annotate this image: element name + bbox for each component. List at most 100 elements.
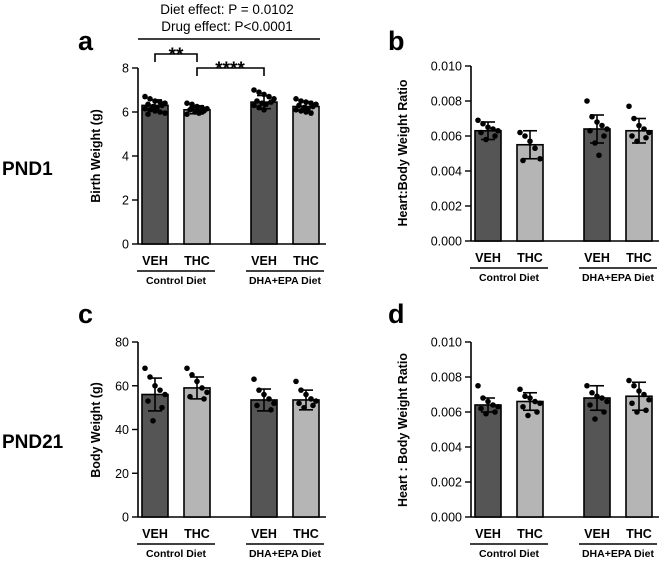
data-point [261,91,267,98]
data-point [296,102,302,109]
data-point [268,99,274,105]
panel-letter-d: d [388,299,405,329]
data-point [256,387,262,393]
data-point [145,111,151,117]
data-point [626,103,632,110]
bar-thc-control [183,109,211,245]
y-axis-label: Birth Weight (g) [89,109,103,203]
y-tick-label: 40 [115,423,129,437]
data-point [142,105,148,112]
data-point [152,108,158,114]
x-category-label: VEH [584,251,610,265]
y-tick-label: 0.006 [431,130,462,144]
x-category-label: THC [517,527,543,541]
x-category-label: VEH [142,527,168,541]
data-point [147,374,153,380]
data-point [483,410,489,417]
data-point [152,382,158,389]
x-category-label: THC [626,527,652,541]
data-point [303,391,309,398]
data-point [298,98,304,104]
data-point [636,388,642,394]
data-point [629,133,635,139]
data-point [475,382,481,389]
y-tick-label: 0.002 [431,476,462,490]
data-point [199,109,205,115]
data-point [293,107,299,113]
data-point [266,396,272,402]
data-point [480,395,486,401]
data-point [310,103,316,110]
data-point [142,365,148,372]
data-point [522,133,528,139]
y-tick-label: 0.010 [431,336,462,350]
data-point [587,127,593,134]
y-tick-label: 0.008 [431,95,462,109]
data-point [266,93,272,100]
data-point [184,111,190,117]
bar-thc-dha-epa [625,129,653,242]
data-point [596,152,602,159]
data-point [298,108,304,114]
data-point [525,412,531,419]
data-point [162,391,168,398]
data-point [150,417,156,424]
significance-stars-control: ** [169,45,184,66]
data-point [589,389,595,396]
data-point [634,138,640,145]
data-point [537,155,543,162]
data-point [532,398,538,405]
data-point [626,377,632,384]
data-point [599,395,605,401]
data-point [313,398,319,404]
group-label: DHA+EPA Diet [582,272,655,284]
data-point [480,120,486,127]
x-category-label: VEH [584,527,610,541]
significance-stars-diet: **** [215,59,245,80]
y-tick-label: 4 [122,150,129,164]
data-point [251,376,257,382]
data-point [301,404,307,411]
data-point [201,396,207,402]
data-point [303,109,309,115]
data-point [296,400,302,407]
group-label: DHA+EPA Diet [249,548,322,560]
data-point [584,382,590,389]
data-point [643,134,649,141]
x-category-label: THC [293,254,319,268]
y-tick-label: 60 [115,379,129,393]
data-point [604,126,610,132]
data-point [308,396,314,402]
y-tick-label: 0.000 [431,511,462,525]
data-point [631,115,637,122]
data-point [475,117,481,124]
data-point [522,393,528,400]
data-point [599,122,605,129]
data-point [646,129,652,136]
data-point [631,382,637,389]
data-point [162,110,168,116]
group-label: Control Diet [479,272,540,284]
data-point [159,102,165,109]
data-point [592,140,598,146]
data-point [204,389,210,396]
data-point [634,409,640,415]
x-category-label: THC [184,254,210,268]
row-label-pnd1: PND1 [2,159,53,180]
panel-b-heart-body-ratio-pnd1: b 0.000 0.002 0.004 0.006 0.008 0.010 Heart:Bod… [388,26,659,284]
group-label: Control Diet [146,275,207,287]
bar-thc-dha-epa [625,395,653,518]
data-point [495,127,501,134]
data-point [298,387,304,393]
significance-bracket-control [154,53,198,62]
data-point [517,129,523,136]
data-point [483,136,489,143]
data-point [601,409,607,415]
data-point [147,107,153,113]
data-point [537,400,543,407]
data-point [251,102,257,109]
data-point [629,400,635,407]
data-point [636,122,642,129]
data-point [159,404,165,411]
y-tick-label: 0.004 [431,441,462,455]
